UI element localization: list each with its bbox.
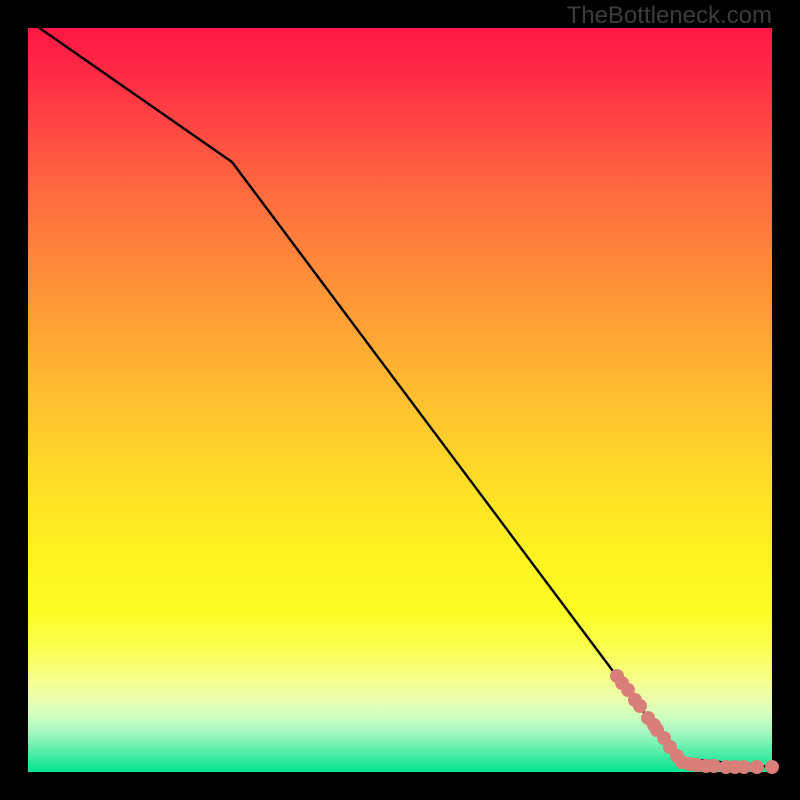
data-marker: [737, 760, 751, 774]
bottleneck-curve: [28, 20, 772, 767]
chart-overlay: [0, 0, 800, 800]
data-marker: [750, 760, 764, 774]
data-marker: [633, 699, 647, 713]
data-marker: [765, 760, 779, 774]
data-marker: [707, 759, 721, 773]
chart-stage: TheBottleneck.com: [0, 0, 800, 800]
